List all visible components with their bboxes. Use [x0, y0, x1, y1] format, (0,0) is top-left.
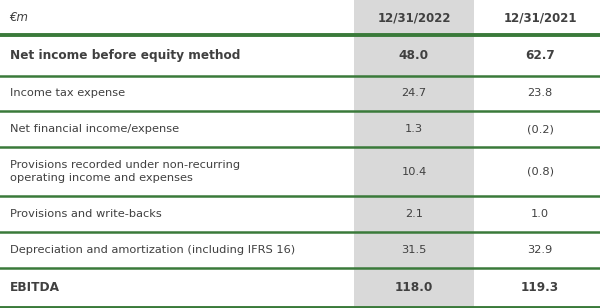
Bar	[354, 197, 474, 232]
Text: 118.0: 118.0	[395, 281, 433, 294]
Text: Net income before equity method: Net income before equity method	[10, 49, 240, 62]
Text: 10.4: 10.4	[401, 167, 427, 176]
Bar	[354, 111, 474, 147]
Bar	[354, 268, 474, 308]
Text: 31.5: 31.5	[401, 245, 427, 255]
Text: Net financial income/expense: Net financial income/expense	[10, 124, 179, 134]
Text: Depreciation and amortization (including IFRS 16): Depreciation and amortization (including…	[10, 245, 295, 255]
Text: Income tax expense: Income tax expense	[10, 88, 125, 99]
Bar	[354, 76, 474, 111]
Text: 62.7: 62.7	[525, 49, 555, 62]
Text: (0.2): (0.2)	[527, 124, 553, 134]
Text: 1.0: 1.0	[531, 209, 549, 219]
Bar	[354, 232, 474, 268]
Text: 24.7: 24.7	[401, 88, 427, 99]
Text: 48.0: 48.0	[399, 49, 429, 62]
Bar	[354, 0, 474, 35]
Text: 119.3: 119.3	[521, 281, 559, 294]
Text: 23.8: 23.8	[527, 88, 553, 99]
Text: (0.8): (0.8)	[527, 167, 554, 176]
Bar	[354, 147, 474, 197]
Bar	[354, 35, 474, 76]
Text: 1.3: 1.3	[405, 124, 423, 134]
Text: 2.1: 2.1	[405, 209, 423, 219]
Text: EBITDA: EBITDA	[10, 281, 59, 294]
Text: 12/31/2021: 12/31/2021	[503, 11, 577, 24]
Text: Provisions recorded under non-recurring
operating income and expenses: Provisions recorded under non-recurring …	[10, 160, 240, 183]
Text: 12/31/2022: 12/31/2022	[377, 11, 451, 24]
Text: 32.9: 32.9	[527, 245, 553, 255]
Text: Provisions and write-backs: Provisions and write-backs	[10, 209, 161, 219]
Text: €m: €m	[10, 11, 29, 24]
